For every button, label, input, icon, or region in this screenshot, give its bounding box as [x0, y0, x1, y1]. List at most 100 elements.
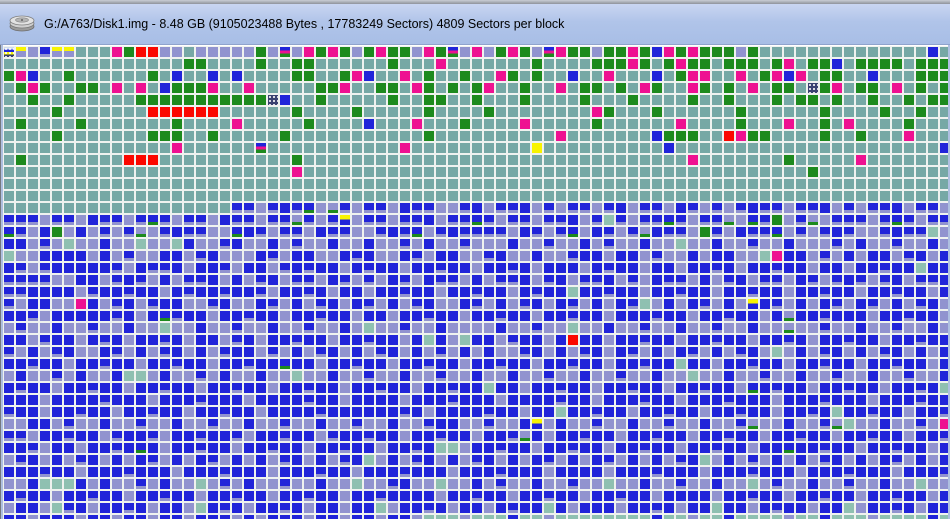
block-cell[interactable]: [147, 82, 159, 94]
block-cell[interactable]: [771, 346, 783, 358]
block-cell[interactable]: [387, 430, 399, 442]
block-cell[interactable]: [651, 466, 663, 478]
block-cell[interactable]: [447, 382, 459, 394]
block-cell[interactable]: [99, 490, 111, 502]
block-cell[interactable]: [675, 178, 687, 190]
block-cell[interactable]: [291, 250, 303, 262]
block-cell[interactable]: [711, 274, 723, 286]
block-cell[interactable]: [375, 382, 387, 394]
block-cell[interactable]: [483, 166, 495, 178]
block-cell[interactable]: [759, 490, 771, 502]
block-cell[interactable]: [735, 514, 747, 519]
block-cell[interactable]: [135, 502, 147, 514]
block-cell[interactable]: [339, 214, 351, 226]
block-cell[interactable]: [315, 262, 327, 274]
block-cell[interactable]: [111, 346, 123, 358]
block-cell[interactable]: [27, 286, 39, 298]
block-cell[interactable]: [591, 274, 603, 286]
block-cell[interactable]: [579, 250, 591, 262]
block-cell[interactable]: [771, 274, 783, 286]
block-cell[interactable]: [483, 70, 495, 82]
block-cell[interactable]: [495, 394, 507, 406]
block-cell[interactable]: [783, 430, 795, 442]
block-cell[interactable]: [843, 394, 855, 406]
block-cell[interactable]: [123, 142, 135, 154]
block-cell[interactable]: [891, 286, 903, 298]
block-cell[interactable]: [303, 370, 315, 382]
block-cell[interactable]: [339, 454, 351, 466]
block-cell[interactable]: [939, 274, 948, 286]
block-cell[interactable]: [171, 310, 183, 322]
block-cell[interactable]: [687, 358, 699, 370]
block-cell[interactable]: [555, 514, 567, 519]
block-cell[interactable]: [27, 106, 39, 118]
block-cell[interactable]: [135, 466, 147, 478]
block-cell[interactable]: [255, 370, 267, 382]
block-cell[interactable]: [351, 226, 363, 238]
block-cell[interactable]: [663, 394, 675, 406]
block-cell[interactable]: [339, 154, 351, 166]
block-cell[interactable]: [879, 334, 891, 346]
block-cell[interactable]: [351, 166, 363, 178]
block-cell[interactable]: [87, 190, 99, 202]
block-cell[interactable]: [771, 310, 783, 322]
block-cell[interactable]: [615, 166, 627, 178]
block-cell[interactable]: [519, 322, 531, 334]
block-cell[interactable]: [555, 286, 567, 298]
block-cell[interactable]: [843, 58, 855, 70]
block-cell[interactable]: [735, 178, 747, 190]
block-cell[interactable]: [267, 346, 279, 358]
block-cell[interactable]: [315, 286, 327, 298]
block-cell[interactable]: [603, 442, 615, 454]
block-cell[interactable]: [819, 166, 831, 178]
block-cell[interactable]: [291, 274, 303, 286]
block-cell[interactable]: [915, 94, 927, 106]
block-cell[interactable]: [135, 58, 147, 70]
block-cell[interactable]: [207, 490, 219, 502]
block-cell[interactable]: [219, 82, 231, 94]
block-cell[interactable]: [603, 514, 615, 519]
block-cell[interactable]: [231, 214, 243, 226]
block-cell[interactable]: [471, 142, 483, 154]
block-cell[interactable]: [831, 250, 843, 262]
block-cell[interactable]: [795, 226, 807, 238]
block-cell[interactable]: [771, 298, 783, 310]
block-cell[interactable]: [471, 478, 483, 490]
block-cell[interactable]: [159, 370, 171, 382]
block-cell[interactable]: [123, 406, 135, 418]
block-cell[interactable]: [339, 130, 351, 142]
block-cell[interactable]: [831, 238, 843, 250]
block-cell[interactable]: [927, 238, 939, 250]
block-cell[interactable]: [399, 418, 411, 430]
block-cell[interactable]: [747, 454, 759, 466]
block-cell[interactable]: [675, 502, 687, 514]
block-cell[interactable]: [615, 358, 627, 370]
block-cell[interactable]: [195, 250, 207, 262]
block-cell[interactable]: [783, 406, 795, 418]
block-cell[interactable]: [27, 142, 39, 154]
block-cell[interactable]: [639, 430, 651, 442]
block-cell[interactable]: [363, 154, 375, 166]
block-cell[interactable]: [543, 430, 555, 442]
block-cell[interactable]: [591, 478, 603, 490]
block-cell[interactable]: [351, 262, 363, 274]
block-cell[interactable]: [927, 214, 939, 226]
block-cell[interactable]: [891, 502, 903, 514]
block-cell[interactable]: [123, 250, 135, 262]
block-cell[interactable]: [111, 406, 123, 418]
block-cell[interactable]: [27, 202, 39, 214]
block-cell[interactable]: [843, 118, 855, 130]
block-cell[interactable]: [351, 274, 363, 286]
block-cell[interactable]: [495, 466, 507, 478]
block-cell[interactable]: [27, 70, 39, 82]
block-cell[interactable]: [363, 70, 375, 82]
block-cell[interactable]: [267, 418, 279, 430]
block-cell[interactable]: [147, 70, 159, 82]
block-cell[interactable]: [819, 430, 831, 442]
block-cell[interactable]: [579, 118, 591, 130]
block-cell[interactable]: [363, 490, 375, 502]
block-cell[interactable]: [711, 298, 723, 310]
block-cell[interactable]: [123, 238, 135, 250]
block-cell[interactable]: [579, 406, 591, 418]
block-cell[interactable]: [831, 190, 843, 202]
